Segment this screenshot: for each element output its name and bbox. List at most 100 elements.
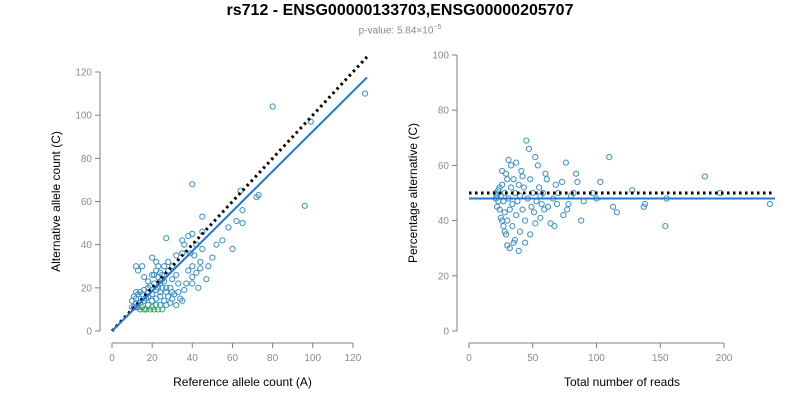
left-data-point xyxy=(269,103,276,110)
right-data-point xyxy=(534,162,541,169)
left-data-point xyxy=(169,276,176,283)
left-data-point xyxy=(167,284,174,291)
right-data-point xyxy=(527,231,534,238)
right-data-point xyxy=(518,167,525,175)
left-data-point xyxy=(183,280,190,287)
left-data-point xyxy=(193,269,200,276)
right-data-point xyxy=(504,242,511,249)
left-x-tick-label: 40 xyxy=(187,353,199,364)
left-data-point xyxy=(301,202,308,209)
left-data-point xyxy=(185,267,192,274)
right-data-point xyxy=(519,206,526,213)
left-data-point xyxy=(163,289,170,296)
left-data-point xyxy=(225,224,232,231)
left-data-point xyxy=(161,263,168,270)
left-data-point xyxy=(141,273,148,281)
p-value-text: p-value: 5.84×10 xyxy=(358,25,434,37)
left-data-point xyxy=(153,258,160,266)
right-data-point xyxy=(640,203,647,210)
right-y-tick-label: 20 xyxy=(438,271,450,282)
chart-title: rs712 - ENSG00000133703,ENSG00000205707 xyxy=(226,2,574,19)
right-data-point xyxy=(509,200,516,208)
right-data-point xyxy=(562,159,569,166)
left-data-point xyxy=(141,286,148,294)
left-data-point xyxy=(175,280,182,287)
right-data-point xyxy=(701,173,708,180)
right-data-point xyxy=(532,220,539,227)
left-data-point xyxy=(163,284,170,291)
left-data-point xyxy=(147,306,154,313)
left-data-point xyxy=(307,118,314,125)
left-data-point xyxy=(151,306,158,313)
left-data-point xyxy=(165,267,172,274)
left-data-point xyxy=(185,232,192,240)
right-data-point xyxy=(766,200,773,208)
left-data-point xyxy=(157,280,164,287)
left-data-point xyxy=(173,302,180,309)
left-data-point xyxy=(209,254,216,261)
right-data-point xyxy=(564,206,571,213)
right-data-point xyxy=(515,247,522,255)
left-data-point xyxy=(189,263,196,270)
left-data-point xyxy=(233,217,240,225)
right-y-tick-label: 100 xyxy=(432,51,449,62)
right-data-point xyxy=(516,228,524,235)
left-expected-dotted-line xyxy=(110,55,369,333)
right-data-point xyxy=(515,181,522,188)
right-data-point xyxy=(553,200,561,208)
left-x-tick-label: 60 xyxy=(227,353,239,364)
left-data-point xyxy=(205,263,212,270)
right-data-point xyxy=(613,209,620,216)
right-data-point xyxy=(532,154,539,161)
right-data-point xyxy=(536,184,543,191)
left-data-point xyxy=(159,306,166,313)
right-x-tick-label: 0 xyxy=(466,353,472,364)
right-y-tick-label: 40 xyxy=(438,216,450,227)
left-x-tick-label: 80 xyxy=(267,353,279,364)
right-data-point xyxy=(527,176,534,183)
right-data-point xyxy=(537,214,544,221)
left-data-point xyxy=(173,271,180,278)
left-data-point xyxy=(189,181,196,188)
left-data-point xyxy=(219,237,226,244)
left-data-point xyxy=(145,278,152,285)
right-data-point xyxy=(552,181,559,188)
right-data-point xyxy=(574,178,581,186)
left-y-tick-label: 20 xyxy=(81,283,93,294)
left-data-point xyxy=(167,299,174,307)
right-data-point xyxy=(493,203,501,210)
right-data-point xyxy=(565,200,572,208)
p-value-exponent: −5 xyxy=(433,24,442,31)
left-data-point xyxy=(149,271,156,278)
left-x-tick-label: 120 xyxy=(345,353,362,364)
right-data-point xyxy=(501,228,508,235)
right-data-point xyxy=(525,145,533,152)
right-data-point xyxy=(504,176,511,183)
left-data-point xyxy=(169,263,176,270)
left-data-point xyxy=(189,280,196,287)
left-data-point xyxy=(139,263,146,270)
left-data-point xyxy=(173,252,180,259)
left-y-axis-label: Alternative allele count (C) xyxy=(49,131,63,272)
left-x-tick-label: 20 xyxy=(147,353,159,364)
left-data-point xyxy=(153,295,160,302)
right-data-point xyxy=(662,223,669,230)
right-y-tick-label: 60 xyxy=(438,161,450,172)
left-x-tick-label: 0 xyxy=(109,353,115,364)
left-data-point xyxy=(253,194,260,201)
left-data-point xyxy=(181,286,188,294)
left-data-point xyxy=(239,219,246,227)
right-data-point xyxy=(558,178,566,186)
right-y-axis-label: Percentage alternative (C) xyxy=(406,123,420,263)
left-x-axis-label: Reference allele count (A) xyxy=(173,375,312,389)
left-data-point xyxy=(165,258,172,266)
right-data-point xyxy=(507,162,515,169)
right-data-point xyxy=(499,217,506,224)
right-x-axis-label: Total number of reads xyxy=(564,375,680,389)
left-data-point xyxy=(203,276,210,283)
left-y-tick-label: 0 xyxy=(86,327,92,338)
right-data-point xyxy=(523,137,530,144)
left-data-point xyxy=(197,265,204,272)
left-data-point xyxy=(143,306,150,313)
right-data-point xyxy=(573,170,580,177)
